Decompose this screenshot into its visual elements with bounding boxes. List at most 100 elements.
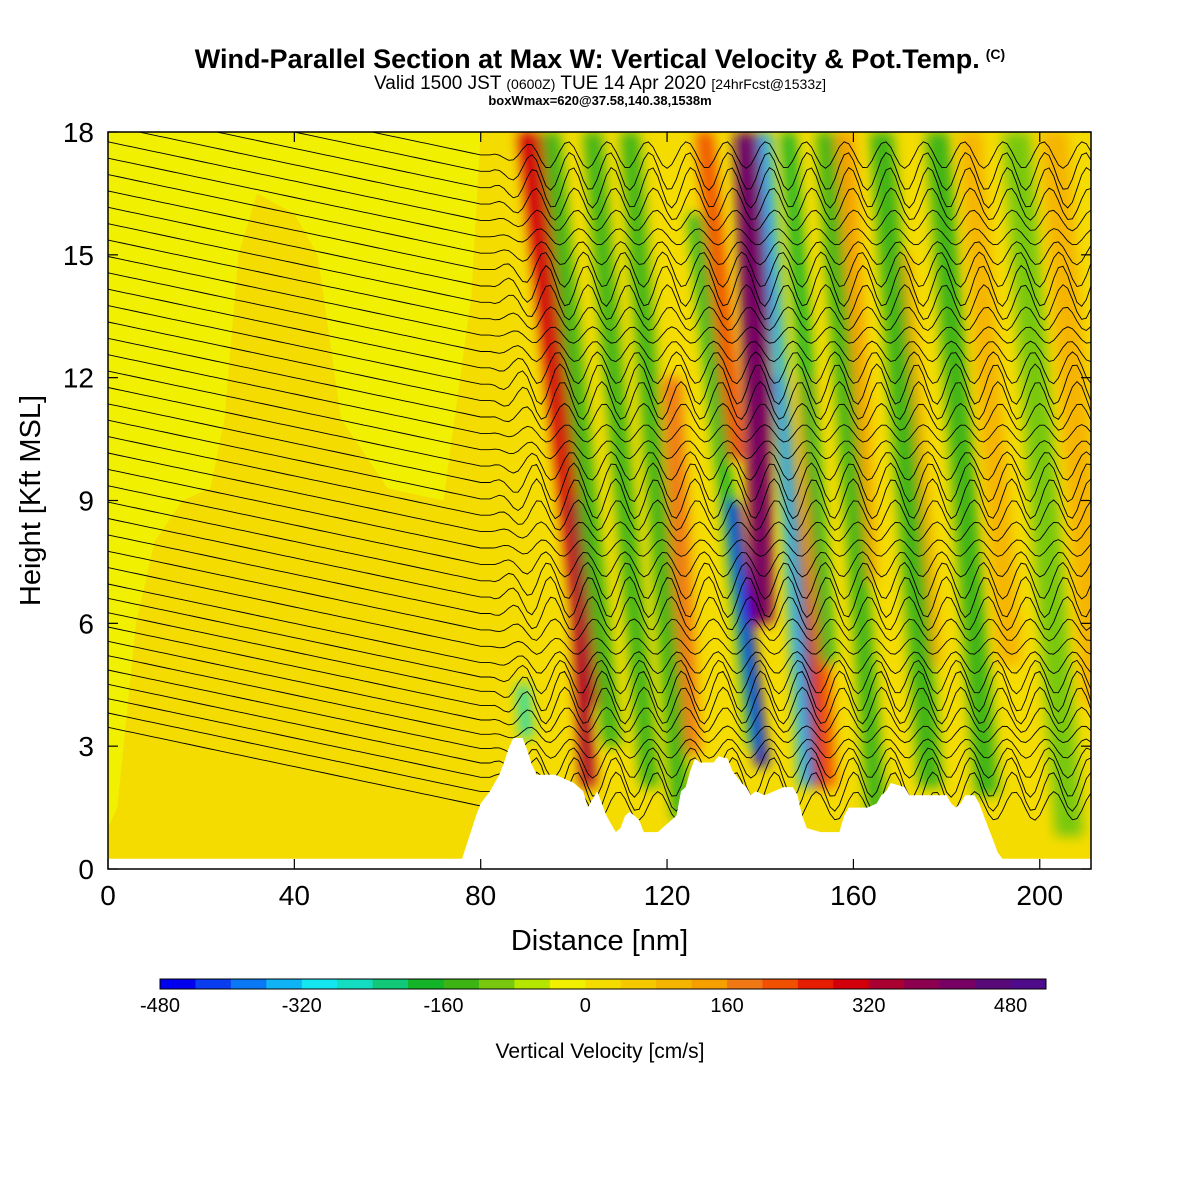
colorbar-swatch [620,979,657,989]
terrain [108,738,1091,869]
isentrope-line [108,272,1091,363]
isentrope-line [108,683,1091,779]
isentrope-line [108,626,1091,725]
isentrope-line [108,567,1091,655]
colorbar-swatch [691,979,728,989]
x-tick-label: 160 [830,880,877,911]
y-axis-label: Height [Kft MSL] [15,395,47,606]
colorbar-swatch [868,979,905,989]
colorbar-swatch [939,979,976,989]
isentrope-line [108,550,1091,642]
isentrope-line [108,583,1091,675]
colorbar-swatch [443,979,480,989]
isentrope-line [108,223,1091,321]
colorbar-frame [159,978,1047,990]
colorbar-tick-label: 160 [710,995,743,1017]
isentrope-line [108,698,1091,798]
colorbar-swatch [656,979,693,989]
y-tick-label: 0 [78,854,94,885]
x-tick-label: 0 [100,880,116,911]
updraft-cell [958,132,1022,665]
colorbar-tick-label: -480 [140,995,180,1017]
isentrope-line [108,141,1091,232]
isentrope-line [137,132,1091,221]
isentrope-line [108,256,1091,344]
isentrope-line [108,190,1091,288]
isentrope-line [108,452,1091,542]
colorbar-swatch [1010,979,1047,989]
isentrope-line [108,157,1091,246]
downdraft-cell [1002,132,1084,837]
isentrope-line [370,132,1091,169]
y-tick-label: 9 [78,486,94,517]
colorbar-swatch [478,979,515,989]
x-axis-label: Distance [nm] [511,925,688,957]
isentrope-line [214,132,1091,209]
colorbar-swatch [904,979,941,989]
colorbar-tick-label: 320 [852,995,885,1017]
chart-subtitle: Valid 1500 JST (0600Z) TUE 14 Apr 2020 [… [373,73,826,94]
y-tick-label: 18 [63,117,94,148]
colorbar-swatch [195,979,232,989]
updraft-cell [662,377,700,755]
colorbar: -480 -320 -160 0 160 320 480 Vertical Velocity … [140,978,1047,1063]
updraft-cell [833,132,877,583]
downdraft-cell [816,132,888,829]
updraft-cell [566,500,596,788]
colorbar-tick-label: 0 [580,995,591,1017]
downdraft-cell [583,132,660,788]
downdraft-cell [758,132,812,788]
title-unit: (C) [985,46,1006,62]
isentrope-line [108,370,1091,460]
isentrope-line [108,321,1091,421]
isentrope-line [108,288,1091,385]
colorbar-swatch [762,979,799,989]
y-tick-label: 6 [78,608,94,639]
isentrope-line [108,640,1091,733]
colorbar-tick-label: -320 [282,995,322,1017]
isentrope-line [108,354,1091,443]
colorbar-swatch [266,979,303,989]
updraft-cell [1039,132,1091,706]
isentrope-line [108,669,1091,759]
colorbar-swatch [160,979,196,989]
colorbar-swatch [549,979,586,989]
isentrope-line [292,132,1091,191]
upstream-region [108,132,481,829]
colorbar-swatch [727,979,763,989]
x-tick-label: 120 [644,880,691,911]
isentrope-line [108,337,1091,431]
colorbar-tick-label: -160 [424,995,464,1017]
isentrope-line [108,239,1091,332]
upstream-shading [108,132,481,829]
isentrope-line [108,387,1091,481]
isentrope-line [108,174,1091,266]
isentrope-line [108,597,1091,695]
updraft-cell [695,132,746,460]
colorbar-swatch [797,979,834,989]
updraft-cell [743,132,774,624]
isentrope-line [108,485,1091,578]
isentrope-line [108,534,1091,632]
isentrope-line [108,468,1091,557]
colorbar-swatch [975,979,1012,989]
isentrope-line [108,305,1091,405]
isentrope-line [108,419,1091,520]
chart-box-info: boxWmax=620@37.58,140.38,1538m [488,93,712,108]
isentrope-line [108,206,1091,307]
colorbar-swatch [585,979,622,989]
y-tick-label: 12 [63,363,94,394]
downdraft-cell [781,132,836,665]
colorbar-swatch [408,979,445,989]
colorbar-swatch [230,979,267,989]
isentrope-line [108,501,1091,600]
x-tick-label: 40 [279,880,310,911]
colorbar-label: Vertical Velocity [cm/s] [496,1040,705,1063]
x-tick-label: 200 [1016,880,1063,911]
colorbar-swatch [514,979,551,989]
y-tick-label: 3 [78,731,94,762]
axes: 0 40 80 120 160 200 0 3 6 9 12 15 18 Distance [nm] Hei… [15,117,1091,957]
colorbar-swatch [301,979,338,989]
isentrope-line [108,403,1091,503]
